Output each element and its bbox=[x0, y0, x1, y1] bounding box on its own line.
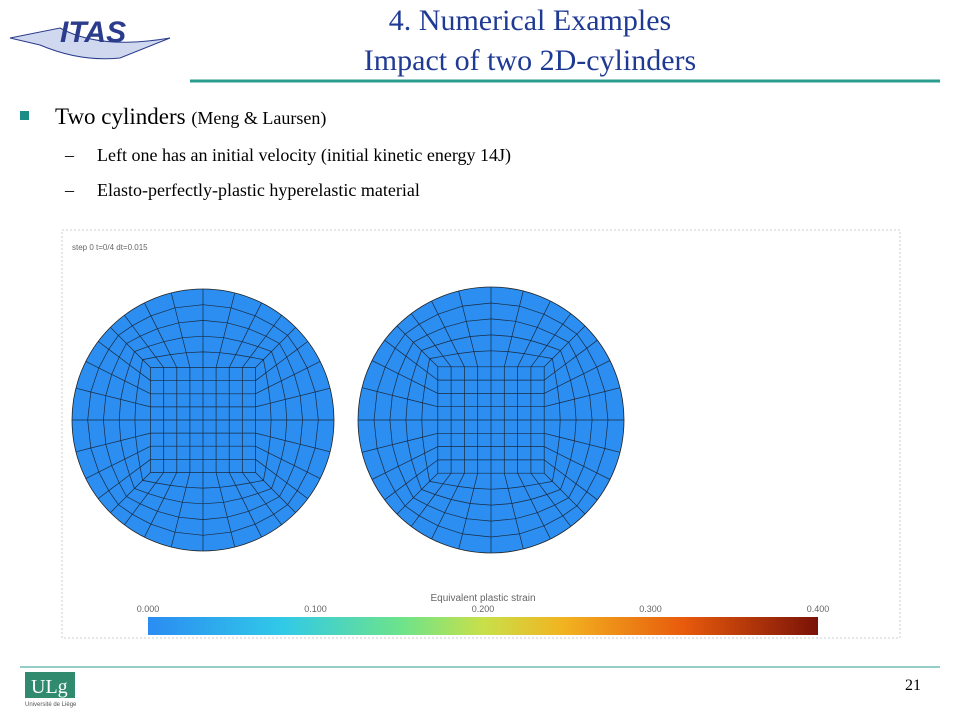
mesh-line bbox=[85, 445, 151, 479]
mesh-line bbox=[75, 387, 151, 408]
mesh-line bbox=[361, 387, 438, 408]
mesh-line bbox=[124, 314, 164, 368]
mesh-line bbox=[437, 366, 545, 474]
logo-sub: Université de Liège bbox=[25, 702, 77, 708]
mesh-line bbox=[215, 472, 236, 548]
ulg-logo: ULg Université de Liège bbox=[25, 672, 77, 708]
mesh-line bbox=[150, 367, 256, 473]
sub-bullet: Elasto-perfectly-plastic hyperelastic ma… bbox=[97, 180, 420, 200]
mesh-line bbox=[124, 472, 164, 526]
mesh-line bbox=[384, 459, 439, 501]
mesh-line bbox=[543, 325, 586, 368]
mesh-line bbox=[150, 367, 256, 473]
mesh-line bbox=[255, 341, 309, 381]
mesh-line bbox=[255, 472, 296, 513]
dash: – bbox=[64, 180, 75, 200]
mesh-line bbox=[255, 459, 309, 499]
mesh-line bbox=[242, 314, 282, 368]
mesh-line bbox=[255, 432, 331, 453]
figure: step 0 t=0/4 dt=0.015 Equivalent plastic… bbox=[61, 229, 901, 639]
mesh-line bbox=[543, 459, 598, 501]
mesh-line bbox=[543, 472, 586, 515]
mesh-line bbox=[110, 327, 151, 368]
mesh-line bbox=[544, 387, 621, 408]
mesh-line bbox=[85, 361, 151, 395]
mesh-line bbox=[75, 432, 151, 453]
colorbar-label: 0.300 bbox=[639, 604, 662, 614]
mesh-line bbox=[384, 339, 439, 381]
mesh-line bbox=[97, 341, 151, 381]
mesh-line bbox=[458, 290, 479, 367]
mesh-line bbox=[255, 387, 331, 408]
mesh-line bbox=[97, 459, 151, 499]
mesh-line bbox=[144, 302, 178, 368]
mesh-line bbox=[437, 366, 545, 474]
mesh-line bbox=[437, 366, 545, 474]
sub-bullet: Left one has an initial velocity (initia… bbox=[97, 145, 511, 166]
mesh-line bbox=[396, 472, 439, 515]
mesh-line bbox=[437, 366, 545, 474]
mesh-line bbox=[396, 325, 439, 368]
logo-text: ULg bbox=[31, 676, 68, 698]
page-number: 21 bbox=[905, 677, 921, 694]
bullet bbox=[20, 111, 29, 120]
mesh-line bbox=[503, 290, 524, 367]
title: 4. Numerical Examples bbox=[389, 4, 671, 37]
mesh-line bbox=[458, 473, 479, 550]
mesh-line bbox=[410, 472, 452, 527]
colorbar-label: 0.000 bbox=[137, 604, 160, 614]
colorbar-title: Equivalent plastic strain bbox=[430, 593, 535, 604]
mesh-line bbox=[530, 472, 572, 527]
mesh-line bbox=[544, 432, 621, 453]
mesh-line bbox=[503, 473, 524, 550]
mesh-line bbox=[543, 339, 598, 381]
mesh-line bbox=[517, 473, 551, 540]
mesh-line bbox=[431, 473, 465, 540]
mesh-line bbox=[410, 313, 452, 368]
mesh-line bbox=[144, 472, 178, 538]
mesh-line bbox=[110, 472, 151, 513]
step-label: step 0 t=0/4 dt=0.015 bbox=[72, 243, 148, 252]
mesh-line bbox=[228, 302, 262, 368]
bullet-text: Two cylinders (Meng & Laursen) bbox=[55, 104, 326, 129]
logo-box bbox=[25, 672, 75, 698]
mesh-line bbox=[371, 446, 438, 480]
colorbar-label: 0.200 bbox=[472, 604, 495, 614]
mesh-line bbox=[517, 300, 551, 367]
mesh-line bbox=[255, 445, 321, 479]
mesh-line bbox=[170, 292, 191, 368]
mesh-line bbox=[544, 446, 611, 480]
title: Impact of two 2D-cylinders bbox=[364, 44, 696, 77]
colorbar-label: 0.400 bbox=[807, 604, 830, 614]
mesh-line bbox=[170, 472, 191, 548]
itas-logo: ITAS bbox=[9, 16, 171, 60]
mesh-line bbox=[215, 292, 236, 368]
logo-text: ITAS bbox=[60, 16, 126, 49]
mesh-line bbox=[431, 300, 465, 367]
mesh-line bbox=[150, 367, 256, 473]
mesh-line bbox=[530, 313, 572, 368]
dash: – bbox=[64, 145, 75, 165]
mesh-line bbox=[255, 327, 296, 368]
mesh-line bbox=[361, 432, 438, 453]
mesh-line bbox=[228, 472, 262, 538]
mesh-line bbox=[150, 367, 256, 473]
mesh-line bbox=[371, 360, 438, 394]
mesh-line bbox=[255, 361, 321, 395]
mesh-line bbox=[544, 360, 611, 394]
mesh-line bbox=[242, 472, 282, 526]
colorbar-label: 0.100 bbox=[304, 604, 327, 614]
colorbar bbox=[148, 617, 818, 635]
